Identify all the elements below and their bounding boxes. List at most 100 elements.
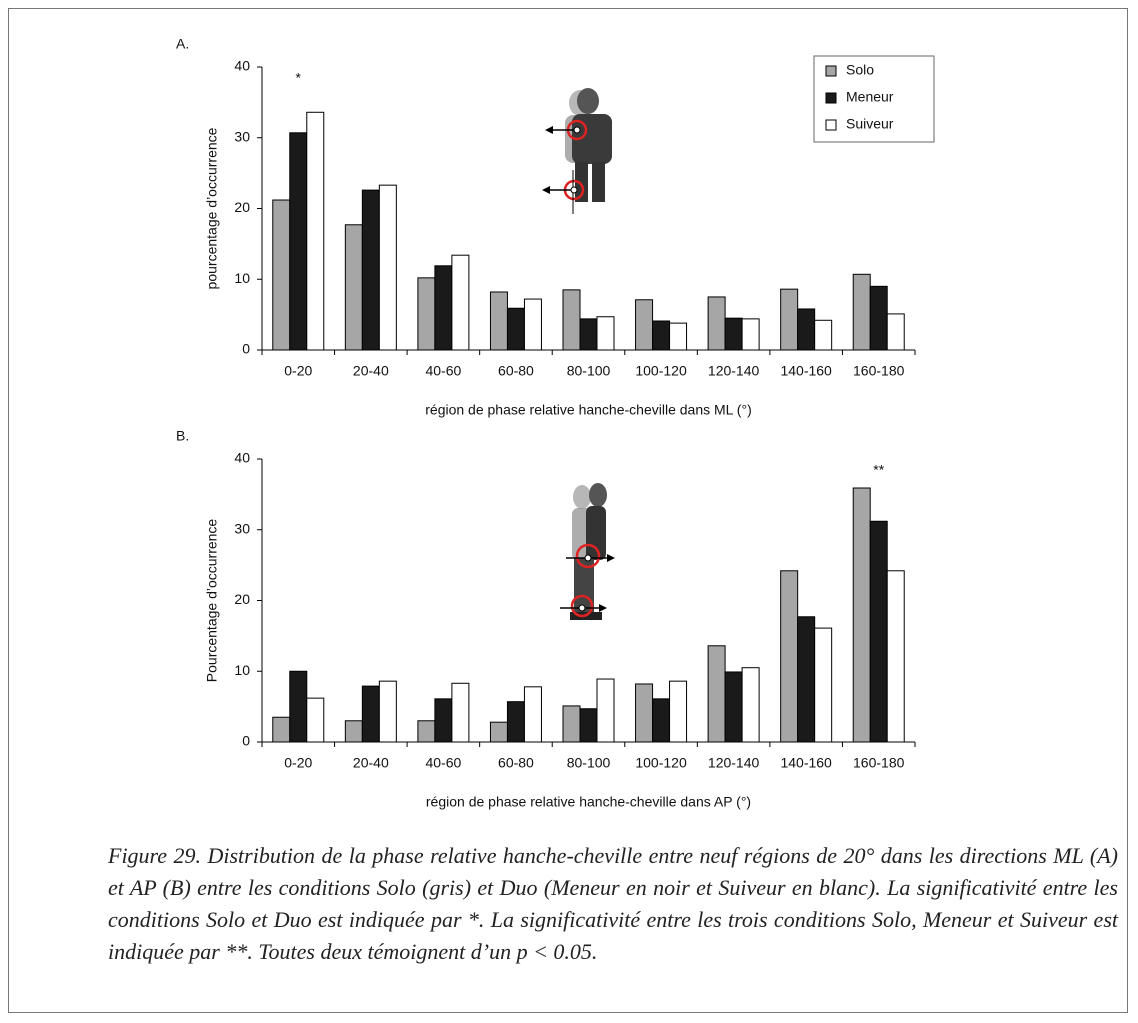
bar <box>741 318 760 351</box>
legend-swatch <box>825 119 837 131</box>
bar <box>886 313 905 351</box>
bar <box>562 705 581 743</box>
figure-caption: Figure 29. Distribution de la phase rela… <box>108 843 1118 964</box>
bar <box>361 685 380 743</box>
bar <box>289 670 308 743</box>
y-tick-label: 40 <box>234 58 250 74</box>
y-tick-label: 30 <box>234 520 250 536</box>
bar <box>378 184 397 351</box>
annotation: ** <box>873 462 884 478</box>
bar <box>451 682 470 743</box>
bar <box>669 680 688 743</box>
bar <box>596 316 615 351</box>
bar <box>523 686 542 743</box>
bar <box>434 698 453 743</box>
bar <box>417 720 436 743</box>
panel-label: A. <box>176 36 189 52</box>
bar <box>814 319 833 351</box>
x-tick-label: 100-120 <box>635 363 687 379</box>
y-tick-label: 40 <box>234 450 250 466</box>
x-tick-label: 160-180 <box>853 755 905 771</box>
illustration-ap <box>560 483 615 620</box>
bar <box>417 277 436 351</box>
bar <box>579 708 598 743</box>
bar <box>489 291 508 351</box>
bar <box>669 322 688 351</box>
bar <box>562 289 581 351</box>
bar <box>489 721 508 743</box>
x-tick-label: 40-60 <box>425 363 461 379</box>
legend-label: Solo <box>846 62 874 78</box>
y-tick-label: 20 <box>234 199 250 215</box>
bar <box>724 671 743 743</box>
x-tick-label: 120-140 <box>708 363 760 379</box>
x-tick-label: 100-120 <box>635 755 687 771</box>
bar <box>869 520 888 743</box>
x-tick-label: 20-40 <box>353 755 389 771</box>
bar <box>707 296 726 351</box>
bar <box>852 487 871 743</box>
annotation: * <box>296 70 302 86</box>
bar <box>797 308 816 351</box>
x-tick-label: 80-100 <box>567 755 611 771</box>
x-tick-label: 60-80 <box>498 363 534 379</box>
bar <box>272 199 291 351</box>
bar <box>451 254 470 351</box>
bar <box>780 288 799 351</box>
illustration-ml <box>542 88 612 214</box>
bar <box>886 570 905 743</box>
bar <box>869 285 888 351</box>
y-axis-label: Pourcentage d’occurrence <box>204 519 220 683</box>
bar <box>434 265 453 351</box>
figure-frame <box>8 8 1128 1013</box>
x-tick-label: 40-60 <box>425 755 461 771</box>
bar <box>707 645 726 743</box>
x-tick-label: 80-100 <box>567 363 611 379</box>
x-tick-label: 20-40 <box>353 363 389 379</box>
legend-swatch <box>825 65 837 77</box>
bar <box>289 132 308 351</box>
bar <box>780 570 799 743</box>
x-tick-label: 0-20 <box>284 755 312 771</box>
y-tick-label: 0 <box>242 733 250 749</box>
bar <box>506 307 525 351</box>
panel-label: B. <box>176 428 189 444</box>
bar <box>579 318 598 351</box>
x-tick-label: 140-160 <box>780 363 832 379</box>
bar <box>741 667 760 743</box>
legend-swatch <box>825 92 837 104</box>
bar <box>797 616 816 743</box>
x-axis-label: région de phase relative hanche-cheville… <box>425 402 751 418</box>
x-axis-label: région de phase relative hanche-cheville… <box>426 794 751 810</box>
bar <box>306 111 325 351</box>
x-tick-label: 60-80 <box>498 755 534 771</box>
bar <box>635 683 654 743</box>
bar <box>272 716 291 743</box>
bar <box>596 678 615 743</box>
bar <box>852 273 871 351</box>
bar <box>378 680 397 743</box>
y-axis-label: pourcentage d’occurrence <box>204 127 220 289</box>
bar <box>506 701 525 743</box>
bar <box>361 189 380 351</box>
y-tick-label: 20 <box>234 591 250 607</box>
x-tick-label: 140-160 <box>780 755 832 771</box>
bar <box>306 697 325 743</box>
x-tick-label: 160-180 <box>853 363 905 379</box>
x-tick-label: 120-140 <box>708 755 760 771</box>
y-tick-label: 30 <box>234 128 250 144</box>
y-tick-label: 0 <box>242 341 250 357</box>
legend-label: Suiveur <box>846 116 894 132</box>
bar <box>814 627 833 743</box>
bar <box>652 698 671 743</box>
bar <box>635 299 654 351</box>
bar <box>652 320 671 351</box>
bar <box>344 720 363 743</box>
legend-label: Meneur <box>846 89 894 105</box>
bar <box>724 317 743 351</box>
y-tick-label: 10 <box>234 662 250 678</box>
y-tick-label: 10 <box>234 270 250 286</box>
bar <box>523 298 542 351</box>
